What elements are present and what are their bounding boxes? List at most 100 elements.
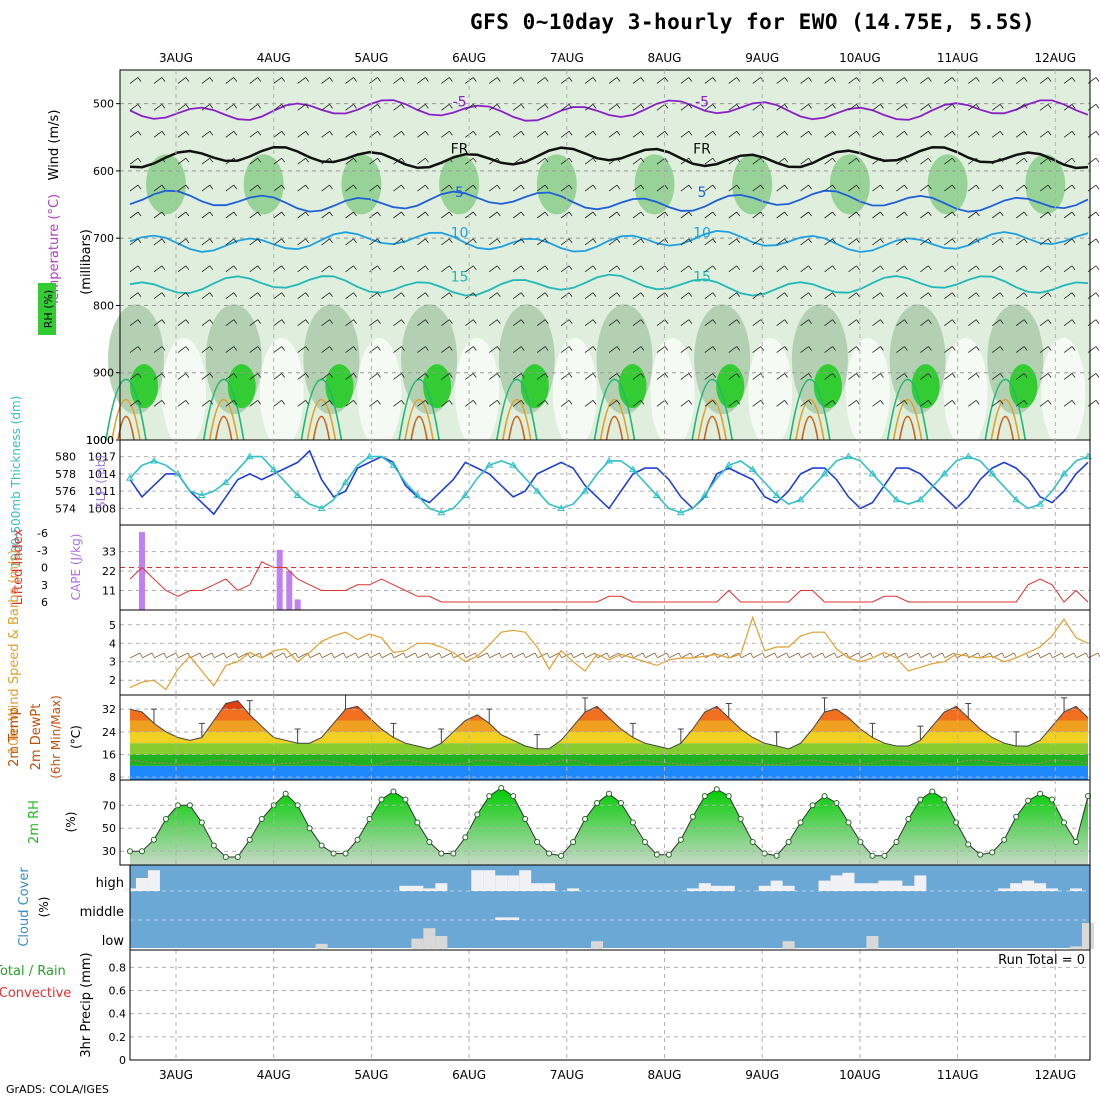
isotherm-30 (508, 415, 526, 441)
wind-barb (536, 211, 549, 219)
wind-barb (321, 400, 333, 407)
surface-wind-barb (153, 652, 167, 659)
wind-barb (944, 346, 956, 353)
rh-marker (905, 816, 912, 823)
wind-barb (465, 346, 477, 353)
wind-barb (1063, 157, 1076, 165)
thickness-marker (820, 469, 829, 477)
wind-barb (704, 77, 717, 84)
wind-barb (680, 184, 693, 192)
thickness-marker (150, 456, 158, 464)
cloud-bar (507, 917, 520, 920)
thickness-axis-label: 1000-500mb Thickness (dm) (9, 396, 23, 569)
wind-barb (1087, 211, 1100, 219)
precip-tick: 0.2 (109, 1031, 127, 1044)
wind-barb (1087, 238, 1100, 246)
surface-wind-barb (824, 652, 837, 659)
cape-axis-label: CAPE (J/kg) (69, 534, 83, 601)
wind-barb (417, 265, 429, 273)
rh-moist-core (520, 364, 549, 409)
isotherm-25 (502, 399, 532, 441)
wind-barb (153, 265, 166, 273)
wind-barb (345, 184, 357, 192)
isotherm-line (129, 273, 1089, 297)
wind-barb (1015, 184, 1028, 192)
wind-barb (369, 238, 381, 246)
wind-barb (896, 319, 908, 326)
surface-wind-barb (1051, 652, 1065, 659)
cloud-bar (1010, 883, 1023, 891)
wind-barb (393, 157, 405, 165)
cape-tick: 11 (102, 585, 116, 598)
surface-wind-barb (477, 652, 490, 659)
wind-barb (297, 238, 309, 246)
cloud-bar (567, 888, 580, 891)
wind-barb (776, 400, 788, 407)
surface-wind-barb (213, 652, 227, 659)
rh-axis-label: RH (%) (42, 290, 55, 328)
wind-barb (489, 319, 501, 326)
wind-barb (680, 104, 693, 111)
thickness-marker (293, 491, 302, 498)
wind-barb (680, 130, 693, 138)
wind-barb (560, 77, 573, 84)
wind-barb (153, 104, 166, 111)
wind-barb (848, 157, 860, 165)
wind-barb (896, 130, 908, 138)
rh-marker (653, 851, 660, 858)
wind-barb (393, 373, 405, 380)
cloud-bar (782, 941, 795, 949)
rh-mid-shade (243, 154, 284, 215)
wind-barb (489, 77, 501, 84)
wind-barb (896, 373, 908, 380)
isotherm-label: FR (693, 141, 711, 157)
wind-barb (417, 77, 429, 84)
run-total-label: Run Total = 0 (998, 953, 1085, 968)
wind-barb (872, 346, 884, 353)
wind-barb (1063, 265, 1076, 273)
minmax-whisker (486, 708, 493, 724)
wind-barb (536, 238, 549, 246)
wind-barb (153, 400, 166, 407)
rh-marker (881, 852, 888, 859)
wind-barb (848, 400, 860, 407)
wind-barb (369, 157, 381, 165)
wind-barb (848, 77, 860, 84)
cloud-bar (507, 875, 520, 891)
wind-barb (153, 319, 166, 326)
rh-moist-core (423, 364, 452, 409)
wind-barb (776, 346, 788, 353)
wind-barb (776, 77, 788, 84)
wind-barb (848, 292, 860, 300)
wind-barb (536, 184, 549, 192)
wind-barb (896, 104, 908, 111)
wind-barb (656, 211, 669, 219)
rh-moist-core (911, 364, 940, 409)
wind-barb (872, 157, 884, 165)
wind-barb (608, 400, 621, 407)
panel-frame (119, 609, 1091, 696)
wind-barb (632, 184, 645, 192)
wind-barb (752, 265, 765, 273)
wind-barb (345, 400, 357, 407)
rh-marker (1037, 790, 1044, 797)
dewpt-axis-label: 2m DewPt (29, 704, 44, 771)
wind-barb (489, 130, 501, 138)
wind-barb (1063, 77, 1076, 84)
wind-barb (1015, 319, 1028, 326)
wind-barb (920, 157, 932, 165)
wind-barb (536, 265, 549, 273)
temp-band (130, 700, 1088, 710)
wind-barb (393, 130, 405, 138)
rh-marker (785, 839, 792, 846)
wind-barb (800, 265, 812, 273)
wind-barb (441, 184, 453, 192)
wind-barb (1015, 157, 1028, 165)
bottom-day-label: 4AUG (257, 1068, 291, 1082)
wind-barb (991, 319, 1004, 326)
thickness-marker (605, 456, 613, 464)
wind-barb (393, 346, 405, 353)
wind-barb (177, 373, 190, 380)
isotherm-25 (599, 399, 630, 441)
